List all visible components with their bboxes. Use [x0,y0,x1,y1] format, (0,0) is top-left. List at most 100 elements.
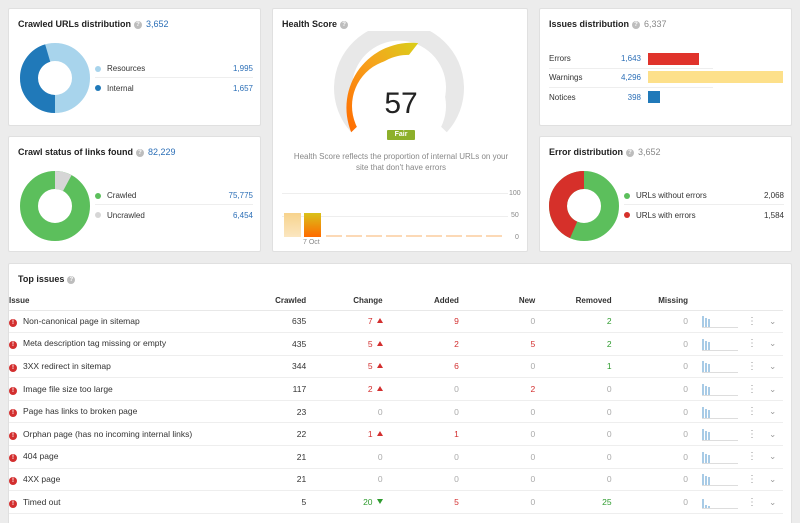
removed-cell[interactable]: 25 [535,490,612,514]
col-issue[interactable]: Issue [9,292,222,311]
issue-name-cell[interactable]: ! Page has links to broken page [9,400,222,424]
removed-cell[interactable]: 0 [535,377,612,401]
added-cell[interactable]: 9 [382,310,459,334]
table-row[interactable]: ! 4XX page 21 0 0 0 0 0 ⋮ ⌄ [9,468,783,492]
table-row[interactable]: ! Meta description tag missing or empty 43… [9,332,783,356]
legend-value[interactable]: 6,454 [232,210,253,220]
added-cell[interactable]: 1 [382,422,459,447]
legend-row-uncrawled[interactable]: Uncrawled 6,454 [95,206,253,224]
table-row[interactable]: ! 3XX redirect in sitemap 344 5 6 0 1 0 ⋮ ⌄ [9,355,783,379]
new-cell[interactable]: 0 [458,445,536,469]
removed-cell[interactable]: 0 [535,422,612,447]
missing-cell[interactable]: 0 [611,468,688,492]
issue-name-cell[interactable]: ! 4XX page [9,468,222,492]
crawled-cell[interactable]: 344 [221,355,307,379]
issue-name-cell[interactable]: ! 404 page [9,445,222,469]
col-change[interactable]: Change [306,292,383,311]
chevron-down-icon[interactable]: ⌄ [762,490,783,514]
col-added[interactable]: Added [382,292,459,311]
added-cell[interactable]: 2 [382,332,459,356]
help-icon[interactable]: ? [67,276,76,284]
more-menu-icon[interactable]: ⋮ [741,422,763,447]
crawled-cell[interactable]: 23 [221,400,307,424]
legend-row-without-errors[interactable]: URLs without errors 2,068 [624,187,784,205]
new-cell[interactable]: 0 [458,422,536,447]
issue-row-notices[interactable]: Notices 398 [549,87,713,107]
new-cell[interactable]: 5 [458,332,536,356]
more-menu-icon[interactable]: ⋮ [741,355,763,379]
issue-value[interactable]: 398 [627,92,641,102]
issue-name[interactable]: Page has links to broken page [23,406,138,417]
table-row[interactable]: ! Timed out 5 20 5 0 25 0 ⋮ ⌄ [9,490,783,514]
legend-row-resources[interactable]: Resources 1,995 [95,60,253,78]
chevron-down-icon[interactable]: ⌄ [762,332,783,356]
removed-cell[interactable]: 0 [535,400,612,424]
help-icon[interactable]: ? [632,21,641,29]
col-removed[interactable]: Removed [535,292,612,311]
removed-cell[interactable]: 2 [535,310,612,334]
history-bar[interactable] [284,213,301,237]
new-cell[interactable]: 0 [458,400,536,424]
issue-name-cell[interactable]: ! 3XX redirect in sitemap [9,355,222,379]
help-icon[interactable]: ? [340,21,349,29]
missing-cell[interactable]: 0 [611,377,688,401]
crawled-cell[interactable]: 635 [221,310,307,334]
table-row[interactable]: ! Orphan page (has no incoming internal l… [9,422,783,447]
donut-segment-with-errors[interactable] [549,171,619,241]
col-crawled[interactable]: Crawled [221,292,307,311]
notices-bar[interactable] [648,91,660,103]
missing-cell[interactable]: 0 [611,310,688,334]
added-cell[interactable]: 0 [382,400,459,424]
issue-name[interactable]: 3XX redirect in sitemap [23,360,111,371]
issue-name[interactable]: Meta description tag missing or empty [23,338,167,349]
legend-value[interactable]: 1,995 [232,64,253,73]
issue-row-errors[interactable]: Errors 1,643 [549,49,713,69]
new-cell[interactable]: 0 [458,468,536,492]
col-missing[interactable]: Missing [611,292,688,311]
help-icon[interactable]: ? [136,149,145,157]
chevron-down-icon[interactable]: ⌄ [762,422,783,447]
issue-name[interactable]: Orphan page (has no incoming internal li… [23,428,193,439]
table-row[interactable]: ! 404 page 21 0 0 0 0 0 ⋮ ⌄ [9,445,783,469]
chevron-down-icon[interactable]: ⌄ [762,377,783,401]
history-bar[interactable] [304,213,321,237]
crawled-urls-total[interactable]: 3,652 [146,19,169,29]
more-menu-icon[interactable]: ⋮ [741,310,763,334]
missing-cell[interactable]: 0 [611,355,688,379]
issue-name[interactable]: 4XX page [23,473,61,484]
more-menu-icon[interactable]: ⋮ [741,445,763,469]
issue-name[interactable]: Image file size too large [23,383,113,394]
crawled-cell[interactable]: 5 [221,490,307,514]
chevron-down-icon[interactable]: ⌄ [762,445,783,469]
issue-name-cell[interactable]: ! Meta description tag missing or empty [9,332,222,356]
new-cell[interactable]: 0 [458,310,536,334]
donut-segment-internal[interactable] [20,43,90,113]
removed-cell[interactable]: 0 [535,445,612,469]
more-menu-icon[interactable]: ⋮ [741,490,763,514]
issue-name[interactable]: Timed out [23,496,61,507]
missing-cell[interactable]: 0 [611,445,688,469]
legend-row-internal[interactable]: Internal 1,657 [95,79,253,97]
crawled-cell[interactable]: 21 [221,445,307,469]
issue-name-cell[interactable]: ! Timed out [9,490,222,514]
added-cell[interactable]: 0 [382,377,459,401]
missing-cell[interactable]: 0 [611,332,688,356]
chevron-down-icon[interactable]: ⌄ [762,468,783,492]
issue-name[interactable]: Non-canonical page in sitemap [23,315,140,326]
missing-cell[interactable]: 0 [611,490,688,514]
added-cell[interactable]: 0 [382,468,459,492]
warnings-bar[interactable] [648,71,783,83]
chevron-down-icon[interactable]: ⌄ [762,400,783,424]
more-menu-icon[interactable]: ⋮ [741,400,763,424]
issue-value[interactable]: 4,296 [620,73,641,82]
new-cell[interactable]: 0 [458,355,536,379]
added-cell[interactable]: 5 [382,490,459,514]
crawled-cell[interactable]: 22 [221,422,307,447]
issue-name-cell[interactable]: ! Orphan page (has no incoming internal l… [9,422,222,447]
more-menu-icon[interactable]: ⋮ [741,377,763,401]
table-row[interactable]: ! Page has links to broken page 23 0 0 0 0 0 ⋮ ⌄ [9,400,783,424]
removed-cell[interactable]: 1 [535,355,612,379]
issue-name-cell[interactable]: ! Non-canonical page in sitemap [9,310,222,334]
added-cell[interactable]: 0 [382,445,459,469]
issue-value[interactable]: 1,643 [620,54,641,63]
